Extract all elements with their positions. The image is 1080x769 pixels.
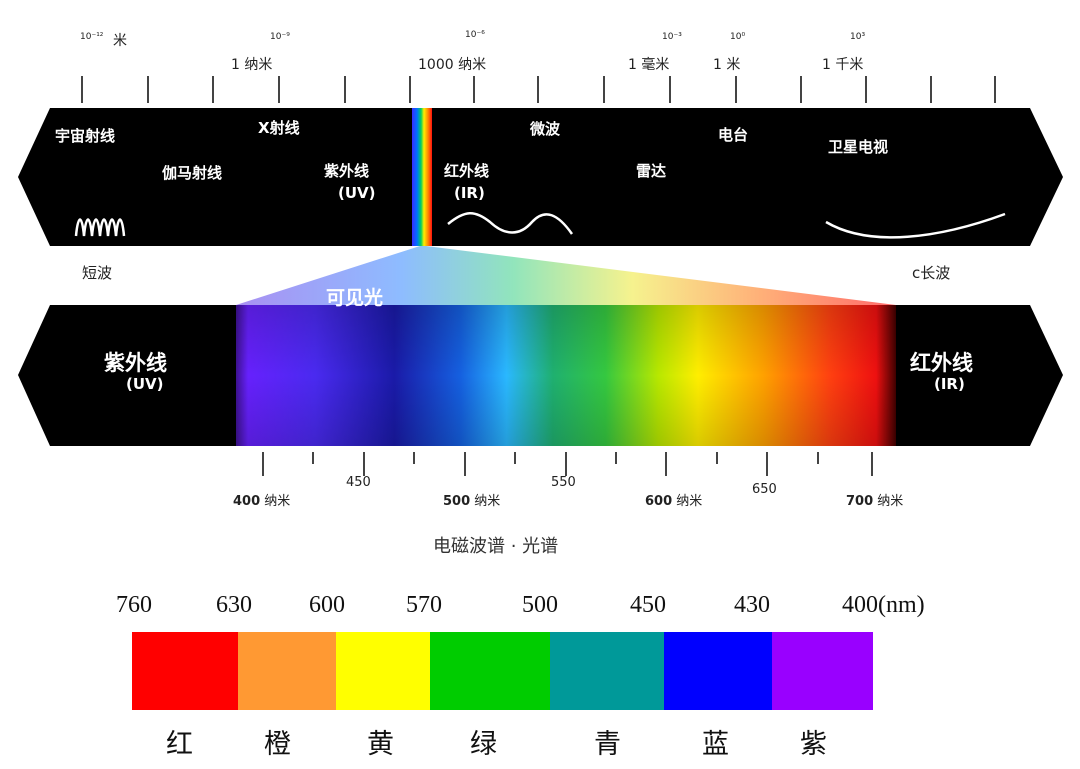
top-scale-ticks: [81, 76, 996, 103]
color-legend-bar: [132, 632, 873, 710]
wavelength-ticks: [262, 452, 873, 476]
unit-label: 1 纳米: [231, 57, 273, 73]
legend-boundary: 600: [309, 592, 345, 618]
unit-label: 1000 纳米: [418, 57, 487, 73]
color-name-yellow: 黄: [367, 729, 394, 760]
color-name-green: 绿: [470, 729, 497, 760]
legend-boundary: 450: [630, 592, 666, 618]
exp-label: 10⁰: [730, 32, 746, 42]
legend-boundary: 630: [216, 592, 252, 618]
visible-left-uv: 紫外线: [104, 351, 167, 375]
legend-swatch-red: [132, 632, 238, 710]
unit-label: 1 千米: [822, 57, 864, 73]
long-wave-icon: [825, 212, 1006, 239]
exp-label: 10⁻⁶: [465, 30, 485, 40]
band-uv-abbr: (UV): [338, 184, 376, 202]
exp-label: 10⁻¹²: [80, 32, 104, 42]
short-wave-label: 短波: [82, 264, 113, 282]
legend-boundary: 400(nm): [842, 592, 925, 618]
visible-slit: [412, 108, 432, 246]
legend-swatch-violet: [772, 632, 873, 710]
wavelength-label-600: 600 纳米: [645, 494, 703, 509]
diagram-caption: 电磁波谱 · 光谱: [433, 536, 559, 557]
wavelength-label-650: 650: [752, 482, 777, 497]
legend-boundary: 760: [116, 592, 152, 618]
unit-label: 1 米: [713, 57, 741, 73]
medium-wave-icon: [447, 212, 574, 235]
short-wave-icon: [74, 218, 126, 237]
band-satellite-tv: 卫星电视: [828, 138, 889, 156]
band-uv: 紫外线: [324, 162, 370, 180]
band-ir: 红外线: [444, 162, 490, 180]
band-cosmic-rays: 宇宙射线: [55, 127, 116, 145]
visible-right-ir: 红外线: [910, 351, 973, 375]
visible-fan: [236, 246, 896, 305]
exp-label: 10³: [850, 32, 866, 42]
wavelength-label-450: 450: [346, 475, 371, 490]
legend-boundary: 570: [406, 592, 442, 618]
unit-label: 米: [113, 33, 127, 49]
wavelength-label-700: 700 纳米: [846, 494, 904, 509]
unit-label: 1 毫米: [628, 57, 670, 73]
legend-swatch-blue: [664, 632, 772, 710]
legend-swatch-orange: [238, 632, 336, 710]
legend-swatch-green: [430, 632, 550, 710]
exp-label: 10⁻⁹: [270, 32, 290, 42]
color-name-blue: 蓝: [702, 729, 729, 760]
band-gamma-rays: 伽马射线: [162, 164, 223, 182]
band-x-rays: X射线: [258, 119, 300, 137]
legend-color-names: 红 橙 黄 绿 青 蓝 紫: [0, 722, 1080, 766]
band-radar: 雷达: [636, 162, 667, 180]
wavelength-label-550: 550: [551, 475, 576, 490]
exp-label: 10⁻³: [662, 32, 682, 42]
legend-swatch-yellow: [336, 632, 430, 710]
legend-boundary: 500: [522, 592, 558, 618]
em-spectrum-band: [18, 108, 1063, 246]
legend-boundaries: 760 630 600 570 500 450 430 400(nm): [0, 592, 1080, 632]
legend-boundary: 430: [734, 592, 770, 618]
band-ir-abbr: (IR): [454, 184, 485, 202]
legend-swatch-cyan: [550, 632, 664, 710]
color-name-red: 红: [166, 729, 193, 760]
visible-right-ir-abbr: (IR): [934, 375, 965, 393]
wavelength-label-500: 500 纳米: [443, 494, 501, 509]
band-radio: 电台: [718, 126, 749, 144]
visible-left-uv-abbr: (UV): [126, 375, 164, 393]
visible-light-label: 可见光: [326, 287, 384, 309]
band-microwave: 微波: [530, 120, 561, 138]
color-name-cyan: 青: [594, 729, 621, 760]
long-wave-label: c长波: [912, 264, 951, 282]
color-name-orange: 橙: [264, 729, 291, 760]
wavelength-label-400: 400 纳米: [233, 494, 291, 509]
color-name-violet: 紫: [800, 729, 827, 760]
